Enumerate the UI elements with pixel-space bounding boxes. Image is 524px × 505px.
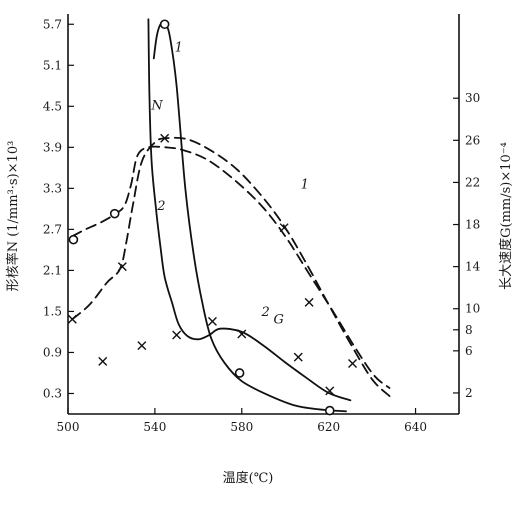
circle-marker: [324, 405, 335, 416]
x-marker: [98, 356, 108, 366]
y-left-tick-label: 5.1: [43, 58, 62, 72]
x-marker-stroke: [160, 133, 170, 143]
x-marker: [293, 352, 303, 362]
curve-label: 2: [156, 199, 165, 214]
tick-labels: 500 540 580 620 640 0.3 0.9 1.5 2.1 2.7 3.3 3.9 4.5 5…: [43, 17, 481, 434]
axes-frame: [67, 14, 460, 415]
y-left-tick-label: 2.1: [43, 263, 62, 277]
x-marker-stroke: [98, 356, 108, 366]
y-left-tick-label: 5.7: [43, 17, 62, 31]
y-axis-left-title: 形核率N (1/mm³·s)×10³: [5, 141, 21, 292]
x-marker: [172, 330, 182, 340]
y-right-tick-label: 22: [465, 175, 480, 189]
x-marker-stroke: [237, 329, 247, 339]
x-marker-stroke: [325, 386, 335, 396]
x-marker: [117, 262, 127, 272]
tick-marks: [67, 23, 459, 414]
x-marker: [207, 316, 217, 326]
y-right-tick-label: 30: [465, 91, 480, 105]
x-marker: [348, 358, 358, 368]
y-right-tick-label: 6: [465, 344, 473, 358]
curve-label: 1: [175, 41, 183, 56]
y-left-tick-label: 2.7: [43, 222, 62, 236]
curve-label: 2: [261, 305, 270, 320]
x-marker-stroke: [207, 316, 217, 326]
curve-label: 1: [301, 178, 309, 193]
x-marker-stroke: [172, 330, 182, 340]
series-N-1-line: [152, 21, 347, 413]
x-marker: [279, 223, 289, 233]
x-marker-stroke: [348, 358, 358, 368]
y-axis-right-title: 长大速度G(mm/s)×10⁻⁴: [498, 142, 514, 290]
x-marker-stroke: [293, 352, 303, 362]
x-axis-title: 温度(℃): [223, 470, 274, 486]
x-tick-label: 500: [57, 420, 80, 434]
x-marker: [325, 386, 335, 396]
x-marker: [67, 314, 77, 324]
y-left-tick-label: 3.3: [43, 181, 62, 195]
y-left-tick-label: 0.3: [43, 386, 62, 400]
y-right-tick-label: 14: [465, 260, 481, 274]
series-G-2-line: [147, 18, 352, 402]
y-left-tick-label: 3.9: [43, 140, 62, 154]
series: [71, 18, 391, 413]
x-tick-label: 540: [143, 420, 166, 434]
circle-marker: [234, 368, 245, 378]
x-tick-label: 580: [230, 420, 253, 434]
y-right-tick-label: 26: [465, 133, 480, 147]
x-marker: [137, 341, 147, 351]
markers: [67, 19, 358, 416]
x-marker: [237, 329, 247, 339]
x-marker-stroke: [67, 314, 77, 324]
x-marker: [304, 297, 314, 307]
y-right-tick-label: 10: [465, 302, 480, 316]
y-left-tick-label: 4.5: [43, 99, 62, 113]
x-marker-stroke: [117, 262, 127, 272]
x-marker-stroke: [137, 341, 147, 351]
x-tick-label: 640: [404, 420, 427, 434]
x-marker: [160, 133, 170, 143]
x-marker-stroke: [304, 297, 314, 307]
curve-label: G: [274, 312, 284, 327]
y-right-tick-label: 18: [465, 218, 480, 232]
circle-marker: [109, 208, 120, 219]
curve-label: N: [150, 99, 163, 114]
y-right-tick-label: 2: [465, 386, 473, 400]
x-tick-label: 620: [317, 420, 340, 434]
circle-marker: [159, 19, 170, 30]
y-left-tick-label: 0.9: [43, 345, 62, 359]
y-right-tick-label: 8: [465, 323, 473, 337]
y-left-tick-label: 1.5: [43, 304, 62, 318]
circle-marker: [68, 234, 79, 245]
x-marker-stroke: [279, 223, 289, 233]
